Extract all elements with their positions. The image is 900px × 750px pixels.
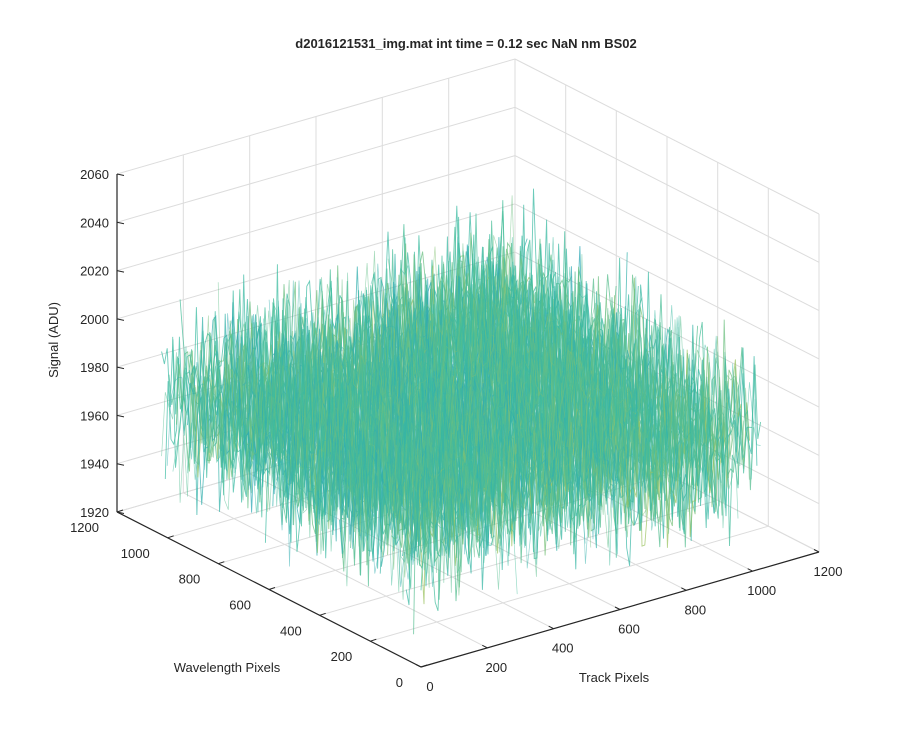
- x-tick-mark: [548, 625, 554, 630]
- z-tick-label: 2020: [80, 264, 109, 279]
- y-tick-mark: [420, 664, 428, 668]
- surface-strand-y: [302, 272, 563, 553]
- floor-grid-line-y: [370, 525, 769, 642]
- x-tick-mark: [614, 606, 621, 610]
- y-tick-labels: 0 200 400 600 800 1000 1200: [70, 520, 403, 690]
- axes: [116, 173, 820, 668]
- x-tick-label: 1000: [747, 583, 776, 598]
- z-tick-mark: [116, 270, 125, 273]
- y-tick-mark: [370, 638, 377, 642]
- z-tick-mark: [116, 511, 125, 514]
- z-axis-label: Signal (ADU): [46, 302, 61, 378]
- z-tick-label: 1920: [80, 505, 109, 520]
- back-wall-grid-line-z: [116, 155, 516, 272]
- y-tick-mark: [268, 587, 276, 590]
- side-wall-grid-line-z: [514, 58, 820, 215]
- surface-strand-y: [500, 237, 761, 464]
- y-tick-label: 600: [229, 598, 251, 613]
- signal-surface: [161, 188, 762, 635]
- side-wall-grid-line-z: [514, 203, 820, 360]
- x-tick-mark: [681, 587, 687, 591]
- surface-strand-y: [495, 244, 756, 509]
- y-tick-mark: [116, 509, 124, 513]
- y-tick-label: 200: [331, 649, 353, 664]
- surface-strand-y: [212, 325, 473, 574]
- x-tick-label: 400: [552, 641, 574, 656]
- z-tick-mark: [116, 221, 125, 225]
- y-tick-label: 1200: [70, 520, 99, 535]
- side-wall-grid-line-z: [514, 155, 820, 312]
- y-tick-label: 800: [179, 572, 201, 587]
- side-wall-grid-line-z: [514, 106, 820, 263]
- z-tick-mark: [116, 414, 125, 418]
- surface-strand-y: [489, 195, 750, 506]
- z-tick-label: 1960: [80, 408, 109, 423]
- surface-strand-y: [427, 246, 688, 527]
- y-tick-label: 400: [280, 623, 302, 638]
- x-tick-mark: [747, 568, 753, 572]
- z-tick-labels: 1920 1940 1960 1980 2000 2020 2040 2060: [80, 167, 109, 520]
- z-tick-mark: [116, 173, 125, 176]
- x-tick-mark: [482, 644, 488, 649]
- back-wall-grid-line-z: [116, 106, 516, 223]
- z-tick-mark: [116, 366, 125, 370]
- y-tick-mark: [218, 561, 225, 565]
- z-tick-label: 2000: [80, 312, 109, 327]
- x-tick-labels: 0 200 400 600 800 1000 1200: [426, 564, 842, 694]
- chart-title: d2016121531_img.mat int time = 0.12 sec …: [295, 36, 636, 51]
- z-tick-label: 1940: [80, 457, 109, 472]
- x-tick-label: 200: [485, 660, 507, 675]
- x-tick-mark: [813, 549, 820, 553]
- x-axis-label: Track Pixels: [579, 670, 650, 685]
- z-tick-label: 2040: [80, 215, 109, 230]
- x-tick-mark: [415, 664, 422, 668]
- y-axis-label: Wavelength Pixels: [174, 660, 281, 675]
- surface-strand-y: [455, 254, 716, 477]
- surface-strand-y: [461, 265, 722, 533]
- z-tick-mark: [116, 463, 125, 466]
- back-wall-grid-line-z: [116, 58, 516, 175]
- surface-strand-y: [449, 236, 711, 510]
- z-tick-label: 1980: [80, 360, 109, 375]
- x-tick-label: 800: [684, 602, 706, 617]
- x-tick-label: 600: [618, 622, 640, 637]
- y-tick-mark: [167, 535, 174, 539]
- y-tick-label: 1000: [121, 546, 150, 561]
- surface-strand-y: [365, 283, 626, 555]
- y-tick-label: 0: [396, 675, 403, 690]
- x-tick-label: 1200: [814, 564, 843, 579]
- surface-strand-y: [432, 243, 694, 509]
- y-tick-mark: [319, 612, 326, 616]
- back-wall-grid-line-z: [116, 203, 516, 320]
- z-tick-label: 2060: [80, 167, 109, 182]
- x-tick-label: 0: [426, 679, 433, 694]
- z-tick-mark: [116, 318, 125, 321]
- surface-strand-y: [240, 327, 501, 552]
